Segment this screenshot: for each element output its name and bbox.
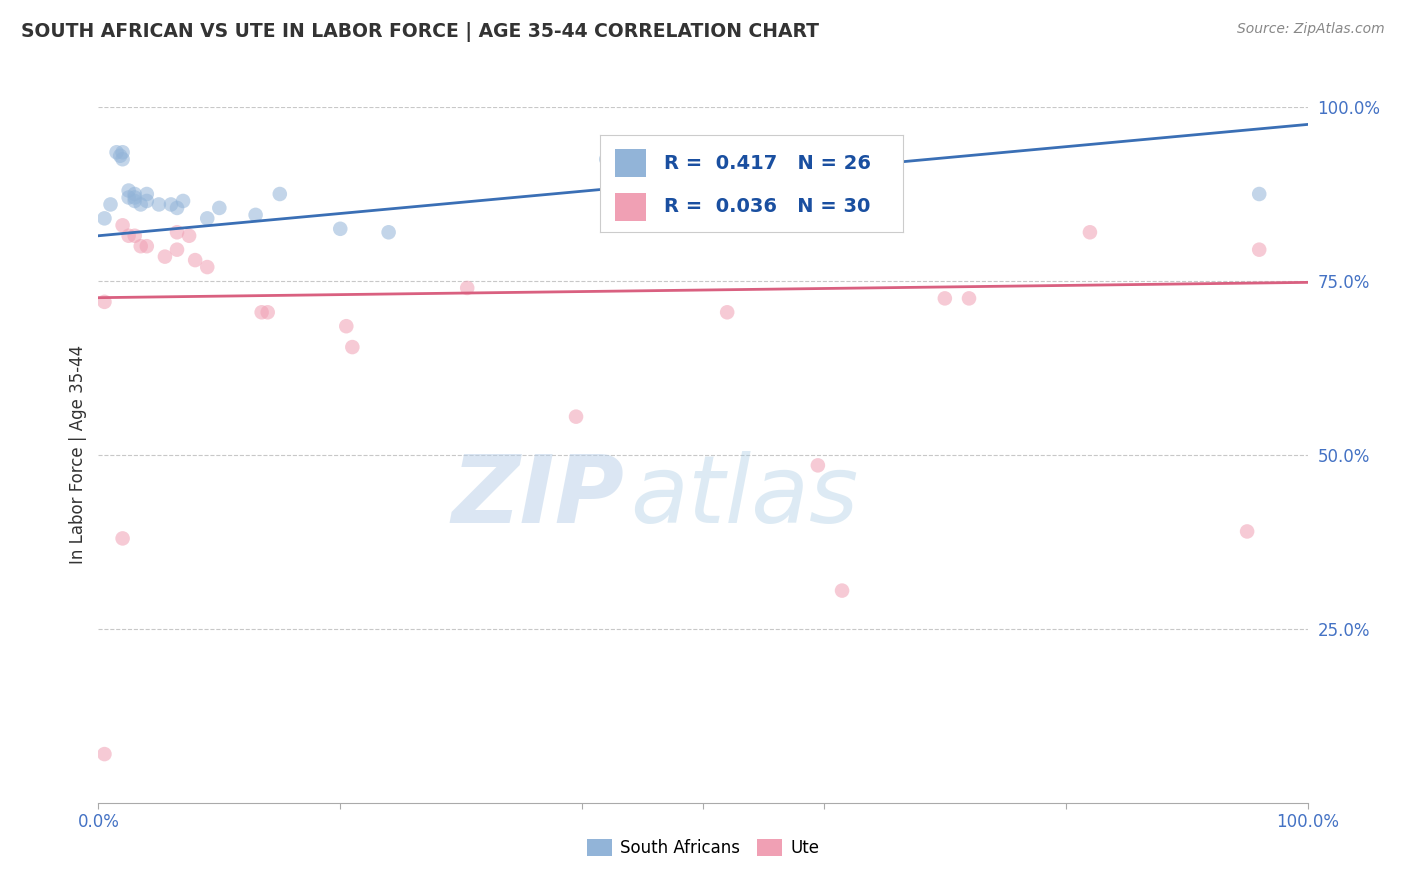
Point: [124, 187, 146, 202]
Point: [595, 152, 617, 166]
Point: [172, 194, 194, 208]
Point: [256, 305, 278, 319]
Point: [831, 583, 853, 598]
Point: [111, 152, 134, 166]
Point: [129, 197, 152, 211]
Y-axis label: In Labor Force | Age 35-44: In Labor Force | Age 35-44: [69, 345, 87, 565]
Point: [135, 187, 157, 202]
Point: [166, 243, 188, 257]
Point: [456, 281, 478, 295]
Point: [195, 211, 218, 226]
Text: atlas: atlas: [630, 451, 859, 542]
Point: [1236, 524, 1258, 539]
Point: [124, 190, 146, 204]
Point: [335, 319, 357, 334]
Point: [565, 409, 588, 424]
Point: [124, 194, 146, 208]
Point: [166, 225, 188, 239]
Point: [377, 225, 399, 239]
Point: [342, 340, 364, 354]
Point: [93, 294, 115, 309]
Point: [1249, 187, 1271, 202]
Point: [716, 305, 738, 319]
Point: [118, 228, 141, 243]
Point: [111, 532, 134, 546]
Point: [166, 201, 188, 215]
Point: [245, 208, 267, 222]
Point: [269, 187, 291, 202]
Point: [934, 291, 956, 305]
Point: [129, 239, 152, 253]
Point: [135, 239, 157, 253]
Text: R =  0.417   N = 26: R = 0.417 N = 26: [664, 153, 870, 173]
Point: [195, 260, 218, 274]
Point: [179, 228, 201, 243]
Point: [208, 201, 231, 215]
Point: [1078, 225, 1101, 239]
Point: [957, 291, 980, 305]
Point: [124, 228, 146, 243]
Point: [184, 253, 207, 268]
Text: ZIP: ZIP: [451, 450, 624, 542]
Legend: South Africans, Ute: South Africans, Ute: [581, 832, 825, 864]
Point: [807, 458, 830, 473]
Point: [118, 190, 141, 204]
Text: SOUTH AFRICAN VS UTE IN LABOR FORCE | AGE 35-44 CORRELATION CHART: SOUTH AFRICAN VS UTE IN LABOR FORCE | AG…: [21, 22, 820, 42]
Point: [148, 197, 170, 211]
Point: [1249, 243, 1271, 257]
Point: [93, 747, 115, 761]
Point: [93, 211, 115, 226]
Point: [160, 197, 183, 211]
FancyBboxPatch shape: [616, 150, 645, 177]
Point: [100, 197, 122, 211]
Point: [111, 145, 134, 160]
Point: [105, 145, 128, 160]
Point: [135, 194, 157, 208]
Point: [108, 149, 131, 163]
Point: [118, 184, 141, 198]
FancyBboxPatch shape: [616, 194, 645, 220]
Point: [153, 250, 176, 264]
Point: [250, 305, 273, 319]
Text: R =  0.036   N = 30: R = 0.036 N = 30: [664, 197, 870, 217]
Point: [111, 219, 134, 233]
Text: Source: ZipAtlas.com: Source: ZipAtlas.com: [1237, 22, 1385, 37]
Point: [329, 222, 352, 236]
